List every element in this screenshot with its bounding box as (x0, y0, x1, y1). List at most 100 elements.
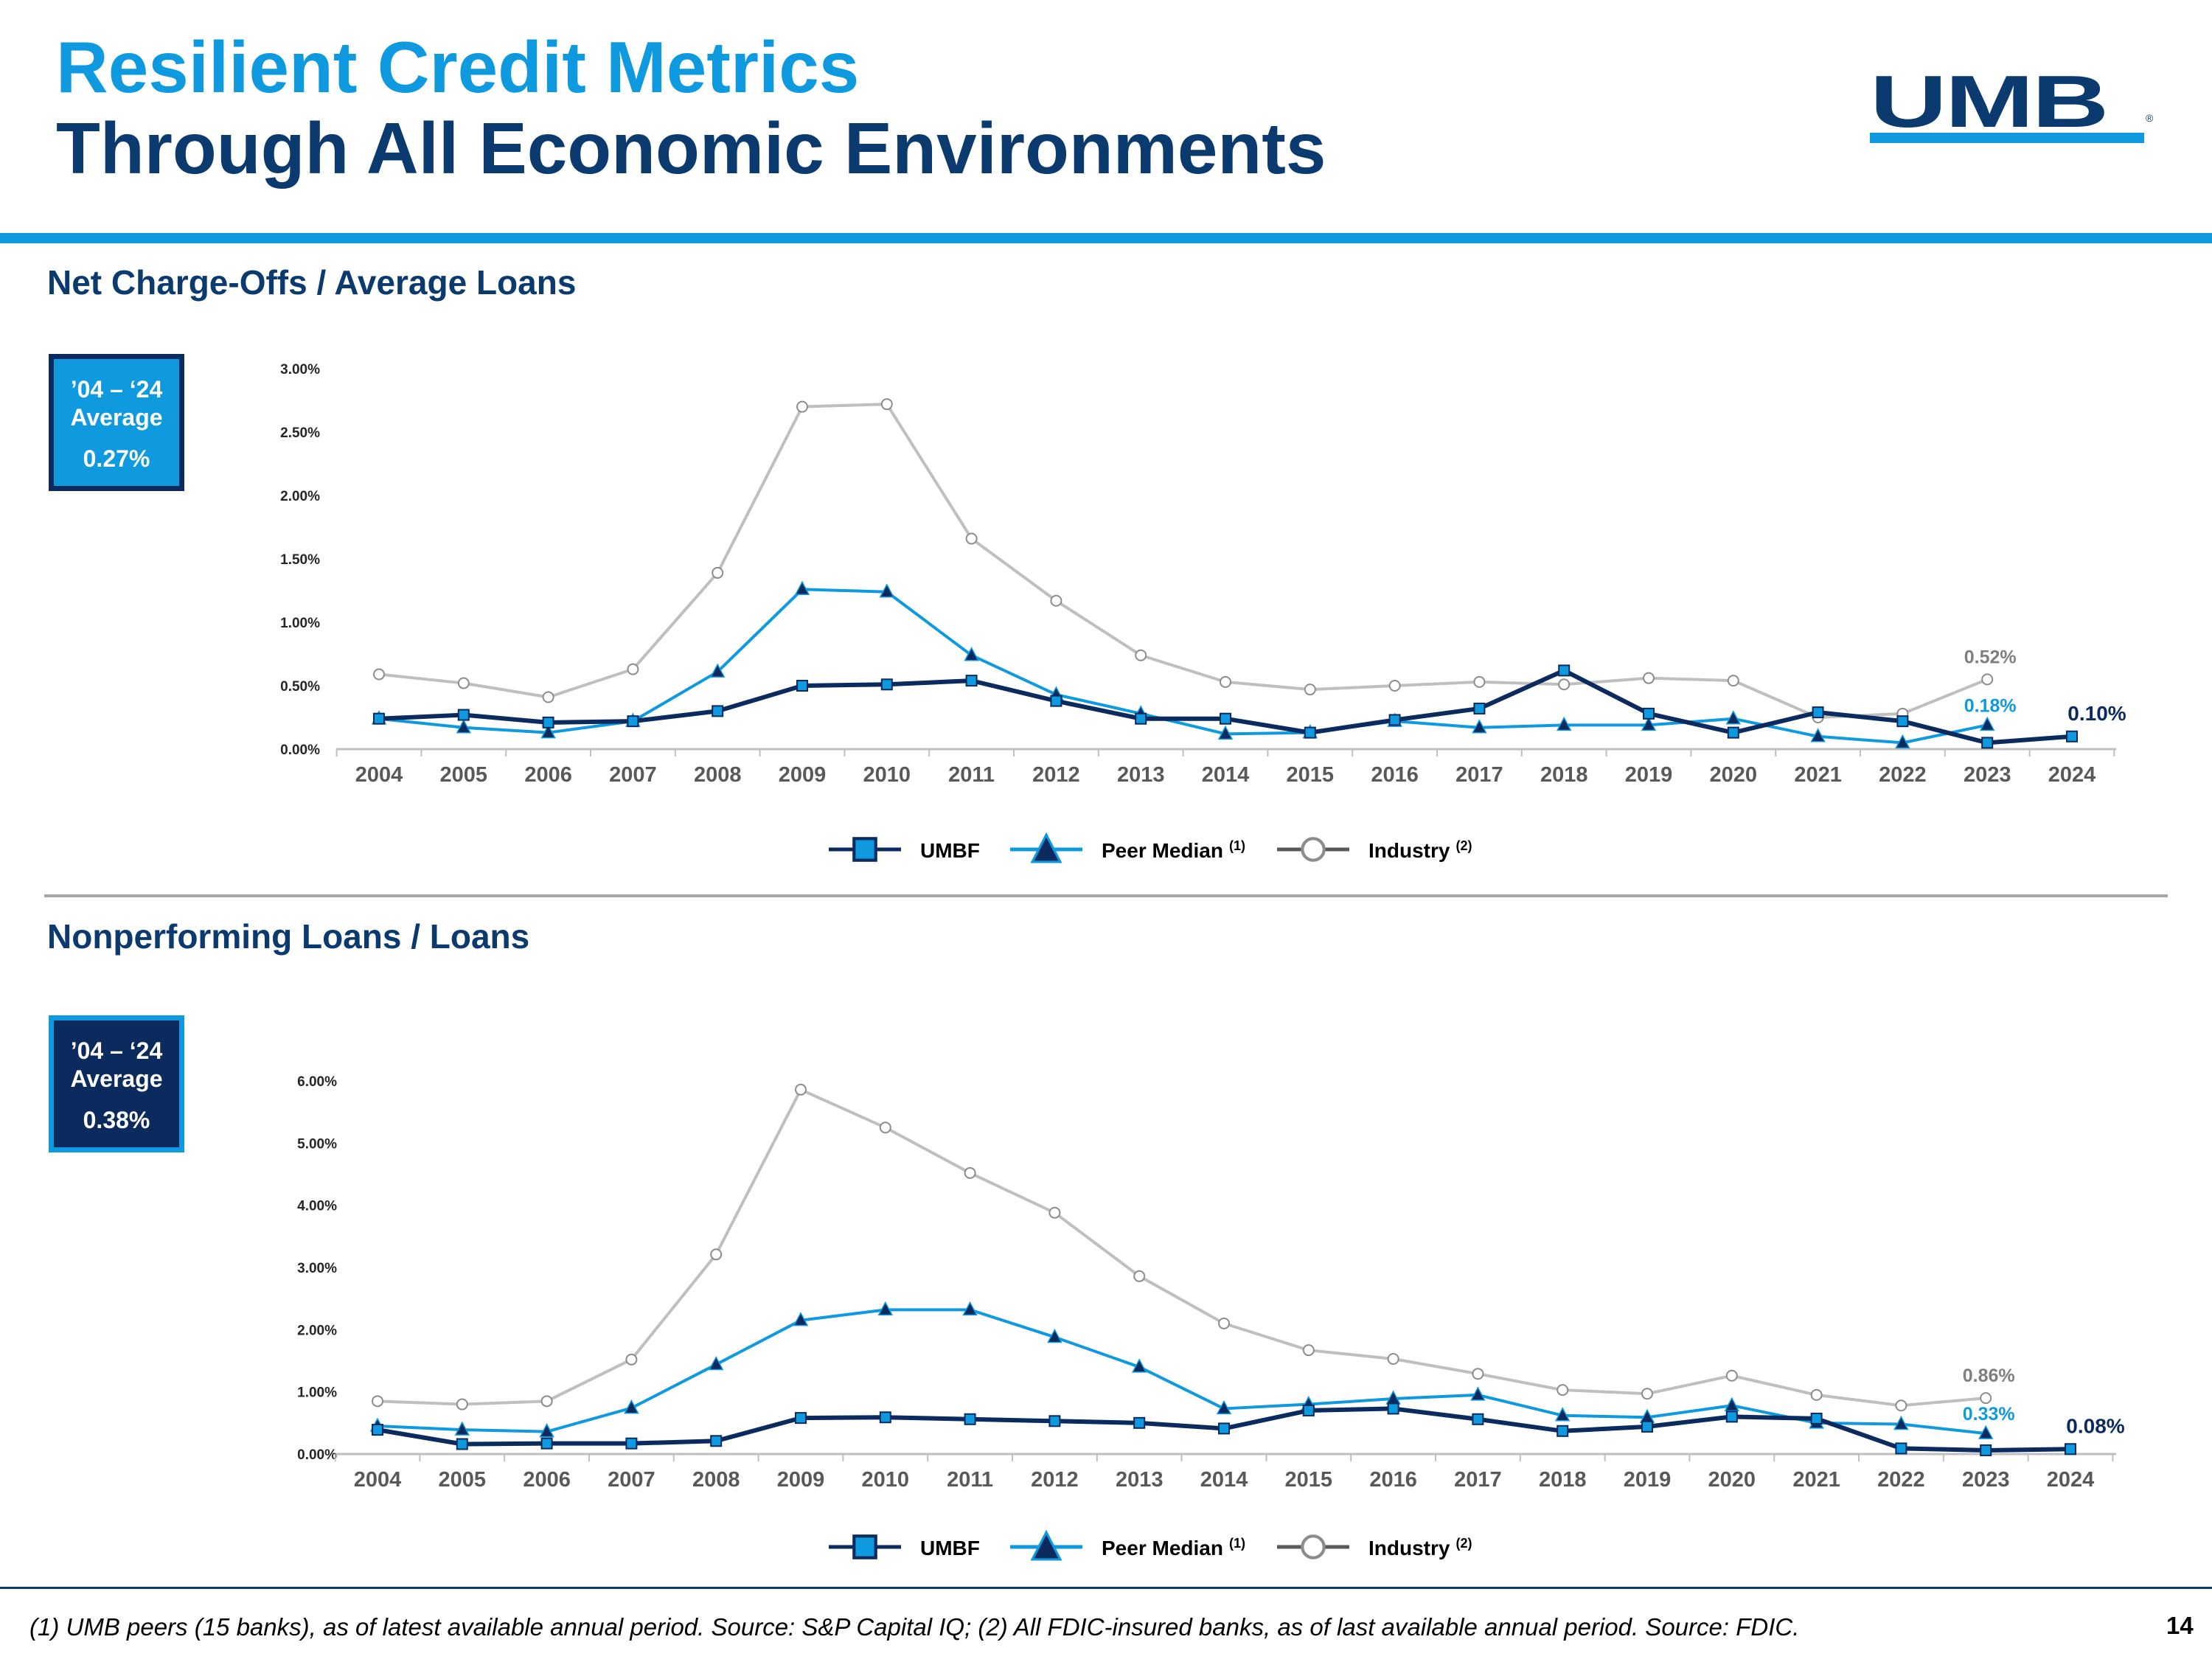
x-tick-label-2012: 2012 (1032, 763, 1080, 787)
x-tick-label-2019: 2019 (1625, 763, 1673, 787)
point-peer-median-2018 (1554, 1407, 1571, 1422)
point-umbf-2020 (1727, 726, 1739, 739)
point-industry-2013 (1135, 649, 1147, 661)
point-industry-2006 (542, 691, 554, 703)
x-tick-label-2007: 2007 (609, 763, 657, 787)
point-industry-2020 (1725, 1369, 1738, 1382)
end-label-umbf: 0.10% (2067, 702, 2126, 725)
chart2-average-period: ’04 – ‘24 (70, 1037, 163, 1064)
point-umbf-2005 (456, 1438, 468, 1450)
point-peer-median-2010 (879, 583, 895, 598)
chart1-average-box: ’04 – ‘24 Average 0.27% (49, 354, 184, 491)
x-tick-label-2019: 2019 (1624, 1468, 1672, 1492)
legend-label-peer-median: Peer Median (1) (1102, 838, 1245, 862)
point-peer-median-2007 (624, 1399, 639, 1414)
point-peer-median-2023 (1978, 1425, 1994, 1439)
chart1-average-value: 0.27% (83, 445, 150, 472)
logo-registered-mark: ® (2146, 112, 2154, 124)
point-umbf-2020 (1725, 1411, 1738, 1423)
point-peer-median-2017 (1470, 1386, 1486, 1401)
point-umbf-2024 (2065, 1443, 2076, 1455)
point-peer-median-2006 (539, 1423, 554, 1438)
chart1-title: Net Charge-Offs / Average Loans (47, 263, 577, 302)
point-industry-2016 (1387, 1352, 1399, 1365)
x-tick-label-2017: 2017 (1454, 1468, 1502, 1492)
point-peer-median-2023 (1979, 716, 1995, 731)
page-number: 14 (2166, 1612, 2194, 1639)
point-peer-median-2008 (709, 663, 726, 678)
point-industry-2014 (1220, 675, 1231, 688)
point-industry-2018 (1557, 1384, 1569, 1397)
x-tick-label-2011: 2011 (948, 763, 995, 787)
point-peer-median-2020 (1724, 1397, 1740, 1411)
chart1-average-label: Average (70, 404, 163, 431)
x-tick-label-2007: 2007 (608, 1468, 655, 1492)
point-industry-2010 (879, 1121, 891, 1134)
point-umbf-2004 (372, 1424, 383, 1436)
series-line-peer-median (377, 1308, 1986, 1436)
legend-label-peer-median: Peer Median (1) (1102, 1536, 1245, 1559)
point-peer-median-2014 (1217, 725, 1234, 740)
x-tick-label-2010: 2010 (863, 763, 911, 787)
x-tick-label-2004: 2004 (354, 1468, 402, 1492)
point-umbf-2018 (1558, 664, 1571, 677)
point-peer-median-2011 (962, 1301, 978, 1316)
point-industry-2019 (1643, 672, 1655, 684)
x-tick-label-2016: 2016 (1371, 763, 1419, 787)
point-umbf-2011 (965, 675, 978, 687)
legend-marker-peer-median (1030, 832, 1062, 863)
point-industry-2008 (710, 1248, 723, 1261)
point-industry-2017 (1473, 675, 1486, 688)
point-industry-2007 (625, 1353, 638, 1366)
point-industry-2005 (457, 677, 470, 689)
x-tick-label-2024: 2024 (2048, 763, 2096, 787)
x-tick-label-2012: 2012 (1031, 1468, 1079, 1492)
point-umbf-2023 (1981, 737, 1994, 749)
legend-label-umbf: UMBF (920, 1537, 980, 1559)
legend-label-industry: Industry (2) (1368, 838, 1472, 862)
point-umbf-2021 (1810, 1412, 1823, 1425)
x-tick-label-2023: 2023 (1962, 1468, 2010, 1492)
point-umbf-2017 (1473, 702, 1486, 714)
chart2-average-value: 0.38% (83, 1107, 150, 1133)
point-peer-median-2014 (1216, 1399, 1232, 1415)
point-industry-2019 (1641, 1388, 1653, 1400)
x-tick-label-2013: 2013 (1116, 1468, 1164, 1492)
x-tick-label-2022: 2022 (1877, 1468, 1925, 1492)
x-tick-label-2008: 2008 (692, 1468, 740, 1492)
x-tick-label-2011: 2011 (947, 1468, 993, 1492)
x-tick-label-2023: 2023 (1964, 763, 2011, 787)
series-line-industry (378, 403, 1988, 719)
chart2-nonperforming-loans: 0.00% 1.00% 2.00% 3.00% 4.00% 5.00% 6.00% 2004 2… (297, 1074, 2125, 1561)
series-line-industry (377, 1088, 1986, 1408)
y-tick-label: 1.50% (280, 552, 320, 568)
point-umbf-2023 (1980, 1444, 1992, 1456)
x-tick-label-2005: 2005 (440, 763, 488, 787)
point-peer-median-2021 (1810, 728, 1826, 742)
point-industry-2023 (1980, 1392, 1992, 1405)
x-tick-label-2015: 2015 (1285, 1468, 1333, 1492)
point-umbf-2018 (1557, 1425, 1569, 1437)
point-industry-2004 (373, 668, 385, 681)
x-tick-label-2016: 2016 (1369, 1468, 1417, 1492)
point-umbf-2012 (1048, 1415, 1061, 1427)
x-tick-label-2008: 2008 (694, 763, 742, 787)
x-tick-label-2006: 2006 (523, 1468, 571, 1492)
x-tick-label-2022: 2022 (1879, 763, 1927, 787)
chart1-net-charge-offs: 0.00% 0.50% 1.00% 1.50% 2.00% 2.50% 3.00% 2004 2… (280, 362, 2126, 863)
section-divider (44, 894, 2168, 897)
point-umbf-2019 (1643, 707, 1655, 720)
point-umbf-2009 (796, 680, 808, 692)
point-umbf-2016 (1387, 1402, 1399, 1415)
point-umbf-2022 (1895, 1442, 1907, 1455)
point-peer-median-2011 (964, 647, 979, 661)
point-peer-median-2006 (540, 724, 556, 739)
point-peer-median-2018 (1556, 716, 1572, 731)
legend-label-industry: Industry (2) (1368, 1536, 1472, 1559)
end-label-peer-median: 0.18% (1964, 695, 2017, 716)
x-tick-label-2020: 2020 (1710, 763, 1758, 787)
legend-sup-industry: (2) (1455, 1536, 1472, 1551)
point-umbf-2021 (1812, 706, 1824, 719)
umb-logo: UMB ® (1870, 65, 2154, 143)
point-umbf-2012 (1050, 695, 1062, 707)
